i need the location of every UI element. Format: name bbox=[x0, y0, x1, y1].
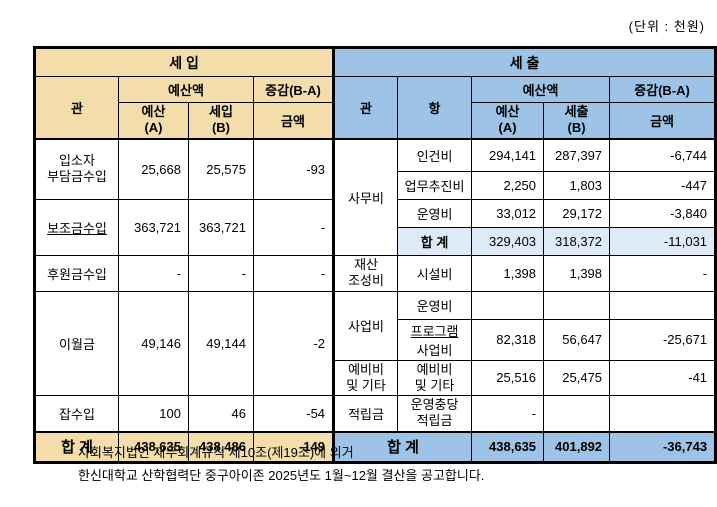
expense-cell-actual-b: 287,397 bbox=[543, 137, 611, 172]
expense-section-title: 세 출 bbox=[332, 47, 717, 77]
revenue-total-label: 합 계 bbox=[34, 430, 119, 463]
revenue-col-gwan: 관 bbox=[34, 76, 119, 139]
expense-cell-diff: -25,671 bbox=[609, 318, 717, 361]
expense-gwan-cell: 적립금 bbox=[332, 395, 399, 432]
expense-col-actual-b: 세출 (B) bbox=[543, 102, 611, 139]
expense-cell-actual-b: 25,475 bbox=[543, 359, 611, 396]
expense-col-budget-a: 예산 (A) bbox=[471, 102, 545, 139]
expense-cell-actual-b bbox=[543, 290, 611, 320]
expense-cell-diff bbox=[609, 395, 717, 432]
expense-hang-cell: 운영비 bbox=[397, 290, 473, 320]
expense-hang-line1: 프로그램 bbox=[410, 323, 459, 339]
revenue-col-actual-b: 세입 (B) bbox=[188, 102, 254, 139]
expense-gwan-cell: 재산 조성비 bbox=[332, 255, 399, 292]
expense-col-budget-group: 예산액 bbox=[471, 76, 611, 103]
revenue-cell-actual-b: 49,144 bbox=[188, 290, 254, 396]
expense-cell-actual-b: 29,172 bbox=[543, 199, 611, 228]
revenue-row-label: 입소자 부담금수입 bbox=[34, 137, 119, 200]
revenue-col-amount: 금액 bbox=[252, 102, 335, 139]
expense-hang-cell: 시설비 bbox=[397, 255, 473, 292]
revenue-cell-budget-a: 100 bbox=[118, 395, 189, 432]
unit-note: (단위 : 천원) bbox=[628, 19, 705, 34]
revenue-col-budget-a: 예산 (A) bbox=[118, 102, 189, 139]
expense-total-diff: -36,743 bbox=[609, 430, 717, 463]
revenue-total-actual-b: 438,486 bbox=[188, 430, 254, 463]
revenue-cell-budget-a: - bbox=[118, 255, 189, 292]
expense-hang-cell: 예비비 및 기타 bbox=[397, 359, 473, 396]
expense-cell-actual-b: 1,398 bbox=[543, 255, 611, 292]
expense-gwan-cell: 사업비 bbox=[332, 290, 399, 361]
revenue-row-label: 잡수입 bbox=[34, 395, 119, 432]
revenue-cell-diff: -93 bbox=[252, 137, 335, 200]
revenue-cell-diff: -2 bbox=[252, 290, 335, 396]
revenue-cell-actual-b: - bbox=[188, 255, 254, 292]
expense-hang-cell: 운영충당 적립금 bbox=[397, 395, 473, 432]
revenue-cell-diff: - bbox=[252, 255, 335, 292]
footer-line-2: 한신대학교 산학협력단 중구아이존 2025년도 1월~12월 결산을 공고합니… bbox=[78, 468, 485, 483]
revenue-col-change-group: 증감(B-A) bbox=[252, 76, 335, 103]
budget-settlement-table: 세 입 세 출 관 예산액 증감(B-A) 관 항 예산액 증감(B-A) 예산… bbox=[33, 46, 717, 464]
expense-cell-budget-a: 294,141 bbox=[471, 137, 545, 172]
expense-col-change-group: 증감(B-A) bbox=[609, 76, 717, 103]
revenue-section-title: 세 입 bbox=[33, 47, 335, 77]
revenue-row-label-text: 보조금수입 bbox=[47, 221, 107, 236]
expense-cell-budget-a: 25,516 bbox=[471, 359, 545, 396]
expense-hang-line2: 사업비 bbox=[416, 342, 453, 358]
expense-cell-diff: -3,840 bbox=[609, 199, 717, 228]
expense-cell-budget-a: 82,318 bbox=[471, 318, 545, 361]
footer-line-1: 사회복지법인 재무회계규칙 제10조(제19조)에 의거 bbox=[78, 445, 354, 460]
expense-total-actual-b: 401,892 bbox=[543, 430, 611, 463]
revenue-row-label: 후원금수입 bbox=[34, 255, 119, 292]
expense-hang-cell: 프로그램 사업비 bbox=[397, 318, 473, 361]
expense-cell-budget-a: 1,398 bbox=[471, 255, 545, 292]
expense-cell-actual-b: 56,647 bbox=[543, 318, 611, 361]
expense-col-gwan: 관 bbox=[332, 76, 399, 139]
expense-hang-cell: 운영비 bbox=[397, 199, 473, 228]
revenue-cell-diff: -54 bbox=[252, 395, 335, 432]
expense-subtotal-diff: -11,031 bbox=[609, 227, 717, 256]
revenue-cell-budget-a: 363,721 bbox=[118, 199, 189, 256]
expense-hang-cell: 인건비 bbox=[397, 137, 473, 172]
expense-cell-budget-a bbox=[471, 290, 545, 320]
expense-cell-budget-a: 33,012 bbox=[471, 199, 545, 228]
revenue-cell-budget-a: 49,146 bbox=[118, 290, 189, 396]
revenue-cell-actual-b: 46 bbox=[188, 395, 254, 432]
expense-subtotal-label: 합 계 bbox=[397, 227, 473, 256]
revenue-cell-actual-b: 25,575 bbox=[188, 137, 254, 200]
expense-cell-diff: -6,744 bbox=[609, 137, 717, 172]
revenue-row-label: 이월금 bbox=[34, 290, 119, 396]
revenue-col-budget-group: 예산액 bbox=[118, 76, 254, 103]
expense-cell-diff: -41 bbox=[609, 359, 717, 396]
expense-total-budget-a: 438,635 bbox=[471, 430, 545, 463]
revenue-cell-actual-b: 363,721 bbox=[188, 199, 254, 256]
expense-gwan-cell: 사무비 bbox=[332, 137, 399, 256]
footer-note: 사회복지법인 재무회계규칙 제10조(제19조)에 의거 한신대학교 산학협력단… bbox=[78, 441, 484, 487]
expense-col-amount: 금액 bbox=[609, 102, 717, 139]
expense-col-hang: 항 bbox=[397, 76, 473, 139]
expense-gwan-cell: 예비비 및 기타 bbox=[332, 359, 399, 396]
revenue-cell-diff: - bbox=[252, 199, 335, 256]
revenue-row-label: 보조금수입 bbox=[34, 199, 119, 256]
expense-cell-diff: -447 bbox=[609, 171, 717, 200]
expense-cell-budget-a: 2,250 bbox=[471, 171, 545, 200]
expense-total-label: 합 계 bbox=[332, 430, 473, 463]
expense-hang-cell: 업무추진비 bbox=[397, 171, 473, 200]
expense-cell-actual-b bbox=[543, 395, 611, 432]
expense-subtotal-budget-a: 329,403 bbox=[471, 227, 545, 256]
revenue-cell-budget-a: 25,668 bbox=[118, 137, 189, 200]
expense-cell-budget-a: - bbox=[471, 395, 545, 432]
expense-cell-diff: - bbox=[609, 255, 717, 292]
expense-subtotal-actual-b: 318,372 bbox=[543, 227, 611, 256]
expense-cell-actual-b: 1,803 bbox=[543, 171, 611, 200]
expense-cell-diff bbox=[609, 290, 717, 320]
